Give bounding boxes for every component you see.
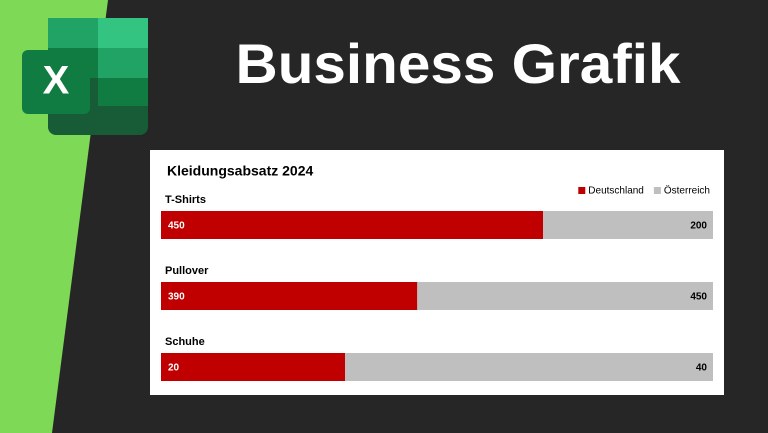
logo-tile [98, 78, 148, 106]
page-title: Business Grafik [236, 32, 682, 95]
value-label: 450 [168, 221, 185, 232]
category-label: Schuhe [165, 336, 205, 348]
logo-letter: X [43, 59, 70, 103]
logo-tile [48, 18, 98, 48]
logo-front [22, 50, 90, 114]
legend-label: Deutschland [588, 186, 644, 197]
legend-swatch [578, 187, 586, 194]
logo-tile [98, 18, 148, 48]
value-label: 20 [168, 363, 180, 374]
bar-segment [161, 353, 345, 381]
plot: T-Shirts 450 200 Pullover 390 450 Schuhe 20 40 [161, 194, 713, 381]
value-label: 450 [690, 292, 707, 303]
logo-tile [98, 48, 148, 78]
value-label: 200 [690, 221, 707, 232]
bar-segment [161, 282, 418, 310]
value-label: 390 [168, 292, 185, 303]
bar-segment [345, 353, 713, 381]
legend: Österreich Deutschland [578, 185, 710, 197]
chart-title: Kleidungsabsatz 2024 [167, 163, 313, 179]
bar-segment [543, 211, 713, 239]
bar-segment [161, 211, 544, 239]
category-label: T-Shirts [165, 194, 206, 206]
category-label: Pullover [165, 265, 209, 277]
legend-label: Österreich [664, 185, 710, 197]
value-label: 40 [696, 363, 708, 374]
excel-logo: X [22, 18, 148, 135]
bar-segment [417, 282, 713, 310]
legend-swatch [653, 187, 661, 194]
